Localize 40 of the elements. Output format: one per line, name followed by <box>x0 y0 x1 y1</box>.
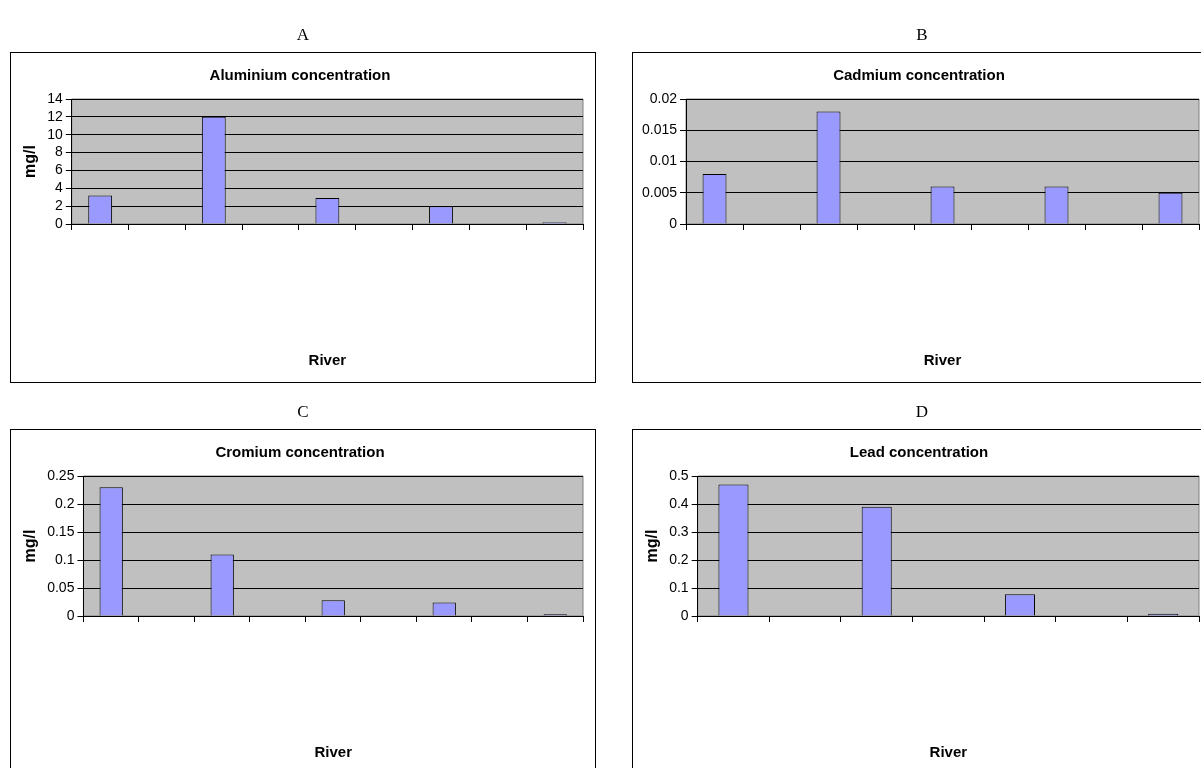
y-tick-label: 14 <box>47 89 63 106</box>
y-axis-title: mg/l <box>21 529 39 563</box>
x-axis-title: River <box>308 351 347 369</box>
x-axis-title: River <box>314 743 353 761</box>
chart-title: Cadmium concentration <box>833 66 1005 84</box>
chart-title: Lead concentration <box>849 443 989 461</box>
y-tick-label: 0.015 <box>641 121 678 138</box>
y-tick-label: 0.4 <box>669 494 689 511</box>
chart-title: Cromium concentration <box>215 443 385 461</box>
y-tick-label: 0.2 <box>54 494 75 511</box>
y-tick-label: 0.005 <box>641 183 678 200</box>
y-axis-title: mg/l <box>21 145 39 178</box>
text: A <box>295 24 311 46</box>
y-tick-label: 0 <box>54 214 63 231</box>
y-tick-label: 12 <box>47 107 63 124</box>
x-axis-title: River <box>923 351 962 369</box>
y-tick-label: 0.5 <box>669 466 689 483</box>
y-tick-label: 6 <box>54 161 63 178</box>
text: D <box>914 401 930 423</box>
y-tick-label: 0.3 <box>669 522 689 539</box>
y-tick-label: 0.25 <box>47 466 75 483</box>
y-tick-label: 0.15 <box>47 522 75 539</box>
y-tick-label: 0.02 <box>649 89 678 106</box>
chart-title: Aluminium concentration <box>209 66 391 84</box>
y-axis-title: mg/l <box>643 529 661 563</box>
y-tick-label: 0.1 <box>669 578 689 595</box>
y-tick-label: 0.2 <box>669 550 689 567</box>
x-axis-title: River <box>929 743 968 761</box>
text: C <box>296 401 310 423</box>
y-tick-label: 0 <box>680 606 689 623</box>
y-tick-label: 0.05 <box>47 578 75 595</box>
y-tick-label: 0 <box>669 214 678 231</box>
text: B <box>915 24 929 46</box>
y-tick-label: 0 <box>66 606 75 623</box>
y-tick-label: 4 <box>54 179 63 196</box>
y-tick-label: 0.01 <box>649 152 678 169</box>
y-tick-label: 8 <box>54 143 63 160</box>
y-tick-label: 0.1 <box>54 550 75 567</box>
y-tick-label: 2 <box>54 197 63 213</box>
y-tick-label: 10 <box>47 125 63 142</box>
